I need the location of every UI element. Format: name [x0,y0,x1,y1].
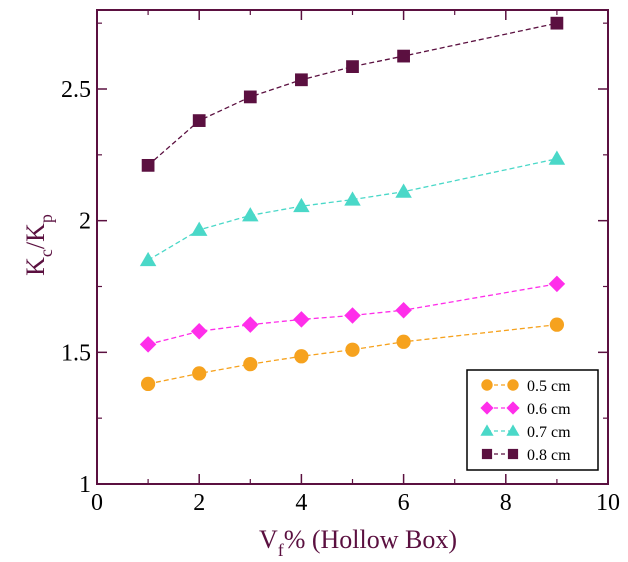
y-axis-label: Kc/Kp [21,214,56,276]
data-point [293,311,310,328]
data-point [344,191,361,206]
series-line-2 [147,158,558,261]
legend-label: 0.8 cm [527,447,571,464]
data-point [190,323,208,340]
y-tick-label: 1.5 [61,340,91,366]
y-axis-label-s1: c [36,249,56,257]
data-point [140,376,156,392]
data-point [192,366,207,381]
data-point [243,357,258,372]
data-point [139,251,157,267]
plot-area: 0 2 4 6 8 10 1 1.5 2 2.5 0.5 cm 0.6 cm 0.7 cm 0.8 cm [61,9,620,516]
x-axis-label-sub: f [278,540,284,560]
x-tick-label: 6 [398,490,410,516]
data-point [397,49,410,63]
data-point [550,16,564,30]
legend-label: 0.6 cm [527,401,571,418]
y-tick-label: 2.5 [61,77,91,103]
x-tick-label: 10 [596,490,620,516]
data-point [345,342,360,357]
data-point [294,349,309,364]
legend-marker [481,448,493,460]
x-axis-label-rest: % (Hollow Box) [284,525,457,554]
y-axis-label-k1: K [21,257,50,276]
data-point [243,90,257,104]
x-tick-label: 4 [295,490,307,516]
legend-marker [507,379,519,391]
x-tick-label: 8 [500,490,512,516]
data-point [395,301,412,319]
y-tick-label: 2 [79,209,91,235]
x-tick-label: 0 [91,490,103,516]
legend-marker [481,379,493,391]
data-point [190,221,208,236]
x-tick-label: 2 [193,490,205,516]
data-point [242,207,259,222]
legend-marker [507,448,519,460]
legend-marker [506,401,520,415]
data-point [344,307,361,324]
data-point [396,334,411,349]
x-axis-label: Vf% (Hollow Box) [259,525,457,560]
data-point [192,114,206,127]
legend-label: 0.7 cm [527,424,571,441]
y-axis-label-mid: /K [21,223,50,249]
legend-marker [480,424,494,436]
data-point [293,197,310,213]
data-point [139,336,157,353]
legend-marker [480,401,494,415]
y-axis-label-s2: p [36,214,56,223]
legend-marker [506,424,520,436]
data-point [141,158,155,172]
data-point [242,316,259,333]
legend-label: 0.5 cm [527,378,571,395]
data-point [549,317,565,332]
data-point [346,60,359,73]
series-line-3 [147,22,558,166]
data-point [548,150,566,165]
data-point [395,183,412,198]
y-tick-label: 1 [79,472,91,498]
data-point [548,275,566,293]
data-point [295,73,308,87]
x-axis-label-main: V [259,525,278,554]
